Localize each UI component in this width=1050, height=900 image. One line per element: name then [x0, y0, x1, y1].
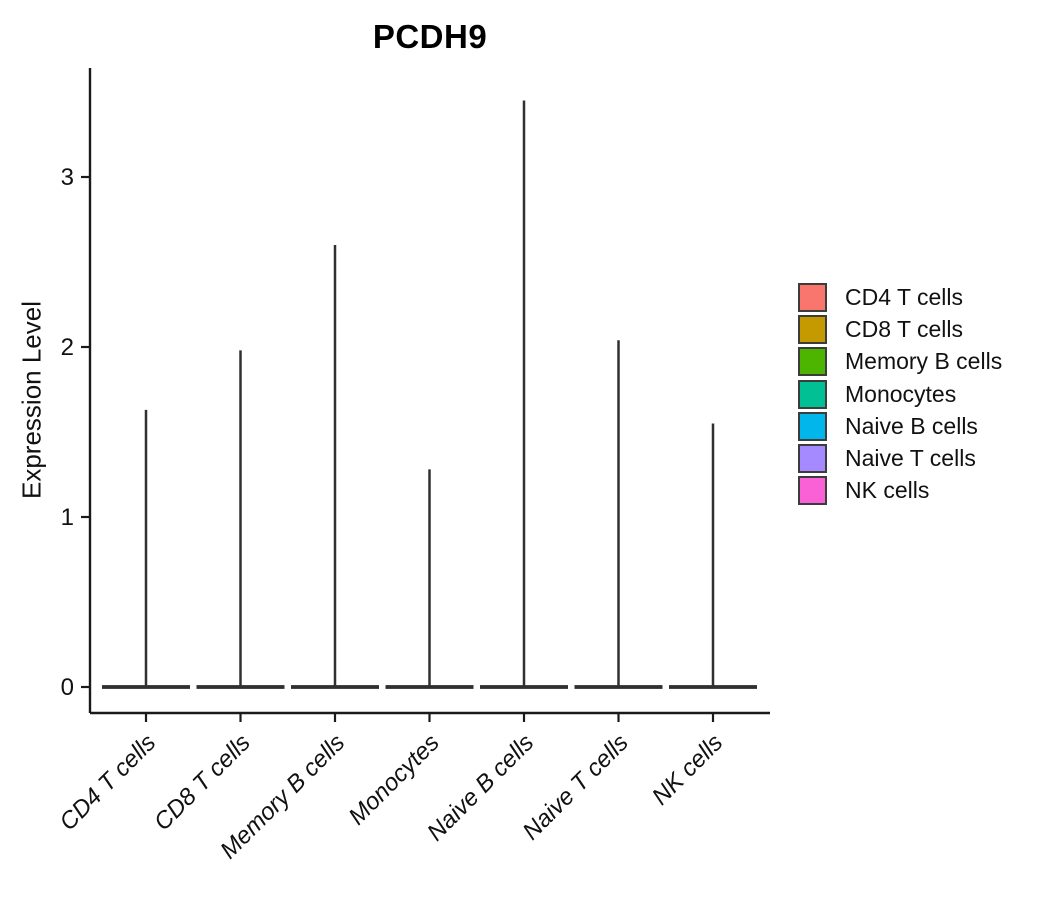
legend-label: Memory B cells	[845, 348, 1003, 375]
y-tick-label: 2	[61, 334, 74, 361]
legend-item: Naive T cells	[798, 442, 1002, 474]
x-tick-label: Monocytes	[344, 729, 445, 830]
legend-swatch-icon	[798, 411, 827, 441]
legend-swatch-icon	[798, 444, 827, 474]
legend-item: Naive B cells	[798, 410, 1002, 442]
chart-title: PCDH9	[372, 18, 488, 55]
legend-item: CD8 T cells	[798, 313, 1002, 345]
legend-item: NK cells	[798, 475, 1002, 507]
legend-swatch-icon	[798, 476, 827, 506]
legend: CD4 T cells CD8 T cells Memory B cells Mono…	[798, 281, 1002, 507]
x-tick-label: NK cells	[647, 729, 728, 810]
legend-swatch-icon	[798, 314, 827, 344]
legend-label: Naive B cells	[845, 412, 978, 439]
legend-swatch-icon	[798, 379, 827, 409]
y-tick-label: 0	[61, 674, 74, 701]
legend-label: Monocytes	[845, 380, 957, 407]
y-tick-label: 3	[61, 164, 74, 191]
legend-label: CD8 T cells	[845, 315, 964, 342]
legend-label: NK cells	[845, 477, 930, 504]
legend-label: Naive T cells	[845, 445, 976, 472]
legend-label: CD4 T cells	[845, 283, 964, 310]
legend-swatch-icon	[798, 282, 827, 312]
legend-item: Monocytes	[798, 378, 1002, 410]
legend-item: Memory B cells	[798, 346, 1002, 378]
y-tick-label: 1	[61, 504, 74, 531]
x-tick-label: CD4 T cells	[54, 729, 161, 836]
legend-item: CD4 T cells	[798, 281, 1002, 313]
legend-swatch-icon	[798, 347, 827, 377]
